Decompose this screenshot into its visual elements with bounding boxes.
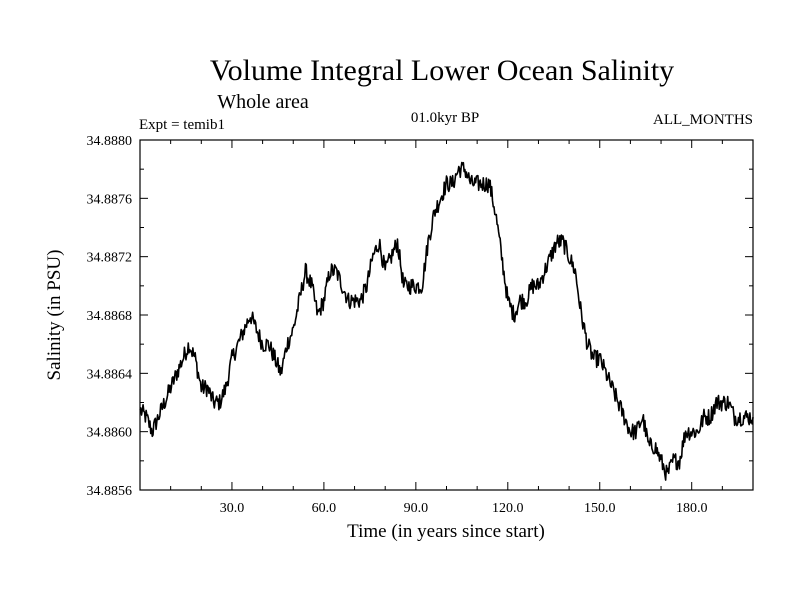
y-tick-label: 34.8860	[87, 426, 133, 441]
y-tick-label: 34.8856	[87, 484, 133, 499]
y-axis-label: Salinity (in PSU)	[44, 250, 65, 381]
x-axis-label: Time (in years since start)	[347, 521, 545, 542]
y-tick-label: 34.8868	[87, 309, 133, 324]
y-tick-label: 34.8880	[87, 134, 133, 149]
months-label: ALL_MONTHS	[653, 112, 753, 128]
x-tick-label: 120.0	[492, 501, 524, 516]
y-tick-label: 34.8876	[87, 192, 133, 207]
x-tick-label: 180.0	[676, 501, 708, 516]
chart-subtitle: Whole area	[217, 91, 309, 113]
y-tick-label: 34.8872	[87, 251, 133, 266]
tick-label-layer: 30.0 60.0 90.0 120.0 150.0 180.0 34.8856 34.886…	[87, 134, 708, 516]
expt-label: Expt = temib1	[139, 117, 225, 133]
x-tick-label: 30.0	[220, 501, 245, 516]
y-tick-label: 34.8864	[87, 367, 133, 382]
period-label: 01.0kyr BP	[411, 110, 479, 126]
chart-title: Volume Integral Lower Ocean Salinity	[210, 54, 674, 87]
x-tick-label: 60.0	[312, 501, 337, 516]
x-tick-label: 90.0	[404, 501, 429, 516]
series-layer	[139, 161, 754, 481]
tick-layer	[140, 139, 753, 491]
series-line-salinity	[139, 161, 754, 481]
x-tick-label: 150.0	[584, 501, 616, 516]
plot-frame	[139, 139, 754, 491]
